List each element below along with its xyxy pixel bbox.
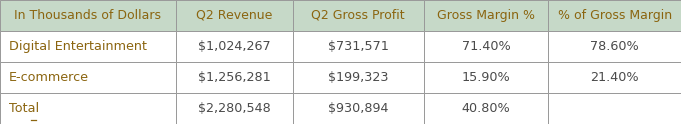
Bar bbox=[0, 93, 176, 124]
Bar bbox=[176, 93, 293, 124]
Text: $199,323: $199,323 bbox=[328, 71, 388, 84]
Bar bbox=[548, 0, 681, 31]
Bar bbox=[548, 62, 681, 93]
Bar bbox=[0, 0, 176, 31]
Bar bbox=[424, 62, 548, 93]
Text: E-commerce: E-commerce bbox=[9, 71, 89, 84]
Text: Total: Total bbox=[9, 102, 39, 115]
Bar bbox=[424, 93, 548, 124]
Bar bbox=[176, 62, 293, 93]
Bar bbox=[0, 62, 176, 93]
Text: In Thousands of Dollars: In Thousands of Dollars bbox=[14, 9, 161, 22]
Text: $930,894: $930,894 bbox=[328, 102, 388, 115]
Bar bbox=[176, 31, 293, 62]
Bar bbox=[293, 31, 424, 62]
Text: Q2 Gross Profit: Q2 Gross Profit bbox=[311, 9, 405, 22]
Bar bbox=[293, 0, 424, 31]
Bar bbox=[424, 0, 548, 31]
Bar bbox=[548, 31, 681, 62]
Text: 71.40%: 71.40% bbox=[462, 40, 510, 53]
Text: $2,280,548: $2,280,548 bbox=[198, 102, 270, 115]
Text: 78.60%: 78.60% bbox=[590, 40, 639, 53]
Bar bbox=[424, 31, 548, 62]
Text: $1,024,267: $1,024,267 bbox=[198, 40, 270, 53]
Text: Gross Margin %: Gross Margin % bbox=[437, 9, 535, 22]
Bar bbox=[176, 0, 293, 31]
Text: 15.90%: 15.90% bbox=[462, 71, 510, 84]
Text: % of Gross Margin: % of Gross Margin bbox=[558, 9, 671, 22]
Bar bbox=[0, 31, 176, 62]
Text: $731,571: $731,571 bbox=[328, 40, 389, 53]
Text: Q2 Revenue: Q2 Revenue bbox=[196, 9, 272, 22]
Bar bbox=[293, 93, 424, 124]
Text: 21.40%: 21.40% bbox=[590, 71, 639, 84]
Text: 40.80%: 40.80% bbox=[462, 102, 510, 115]
Bar bbox=[548, 93, 681, 124]
Text: $1,256,281: $1,256,281 bbox=[198, 71, 270, 84]
Text: Digital Entertainment: Digital Entertainment bbox=[9, 40, 147, 53]
Bar bbox=[293, 62, 424, 93]
